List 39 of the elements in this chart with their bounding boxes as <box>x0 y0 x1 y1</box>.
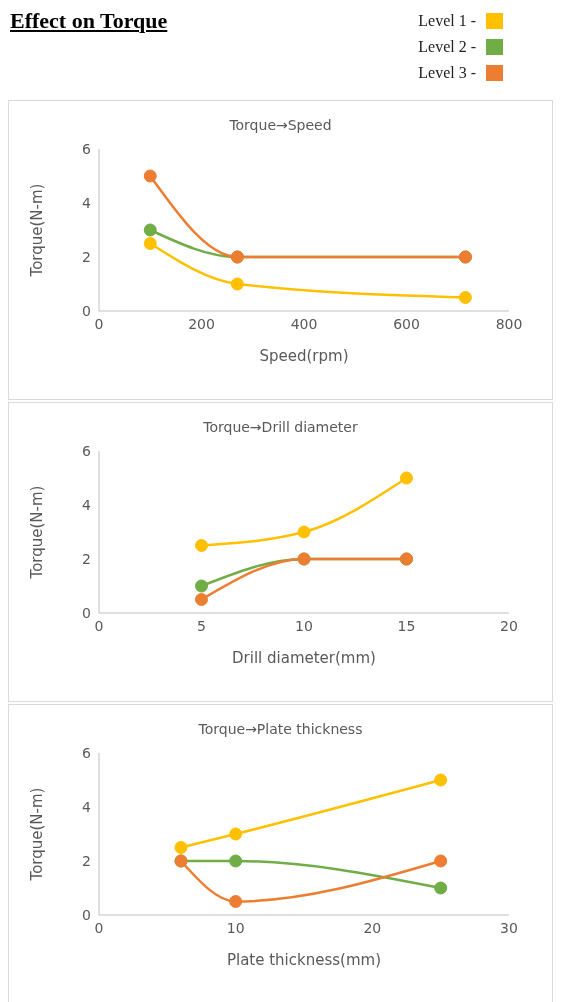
x-tick-label: 30 <box>500 919 518 936</box>
x-tick-label: 20 <box>363 919 382 936</box>
x-tick-label: 5 <box>197 617 206 634</box>
y-tick-label: 2 <box>82 852 91 869</box>
x-axis-title: Drill diameter(mm) <box>232 649 376 667</box>
legend-label: Level 1 - <box>418 11 476 31</box>
y-axis-title: Torque(N-m) <box>28 485 47 580</box>
legend-label: Level 3 - <box>418 63 476 83</box>
chart-title: Torque→Speed <box>228 117 333 133</box>
y-tick-label: 0 <box>82 302 91 319</box>
y-axis-title: Torque(N-m) <box>28 183 47 278</box>
x-tick-label: 10 <box>295 617 313 634</box>
y-tick-label: 2 <box>82 248 91 265</box>
y-tick-label: 2 <box>82 550 91 567</box>
y-axis-title: Torque(N-m) <box>28 787 47 882</box>
x-tick-label: 800 <box>495 315 523 332</box>
x-tick-label: 0 <box>94 617 104 634</box>
x-tick-label: 400 <box>290 315 318 332</box>
y-tick-label: 4 <box>82 194 92 211</box>
chart-title: Torque→Plate thickness <box>197 721 364 737</box>
x-axis-title: Plate thickness(mm) <box>226 951 382 969</box>
y-tick-label: 6 <box>82 442 92 459</box>
chart-title: Torque→Drill diameter <box>202 419 359 435</box>
y-tick-label: 4 <box>82 496 92 513</box>
x-tick-label: 0 <box>94 919 104 936</box>
x-tick-label: 600 <box>393 315 420 332</box>
x-tick-label: 15 <box>397 617 416 634</box>
x-axis-title: Speed(rpm) <box>259 347 349 365</box>
y-tick-label: 0 <box>82 906 91 923</box>
x-tick-label: 10 <box>226 919 245 936</box>
y-tick-label: 6 <box>82 140 92 157</box>
y-tick-label: 6 <box>82 744 92 761</box>
x-tick-label: 20 <box>500 617 518 634</box>
x-tick-label: 200 <box>188 315 215 332</box>
x-tick-label: 0 <box>94 315 104 332</box>
y-tick-label: 4 <box>82 798 92 815</box>
legend-label: Level 2 - <box>418 37 476 57</box>
y-tick-label: 0 <box>82 604 91 621</box>
text: Effect on Torque <box>10 8 168 34</box>
